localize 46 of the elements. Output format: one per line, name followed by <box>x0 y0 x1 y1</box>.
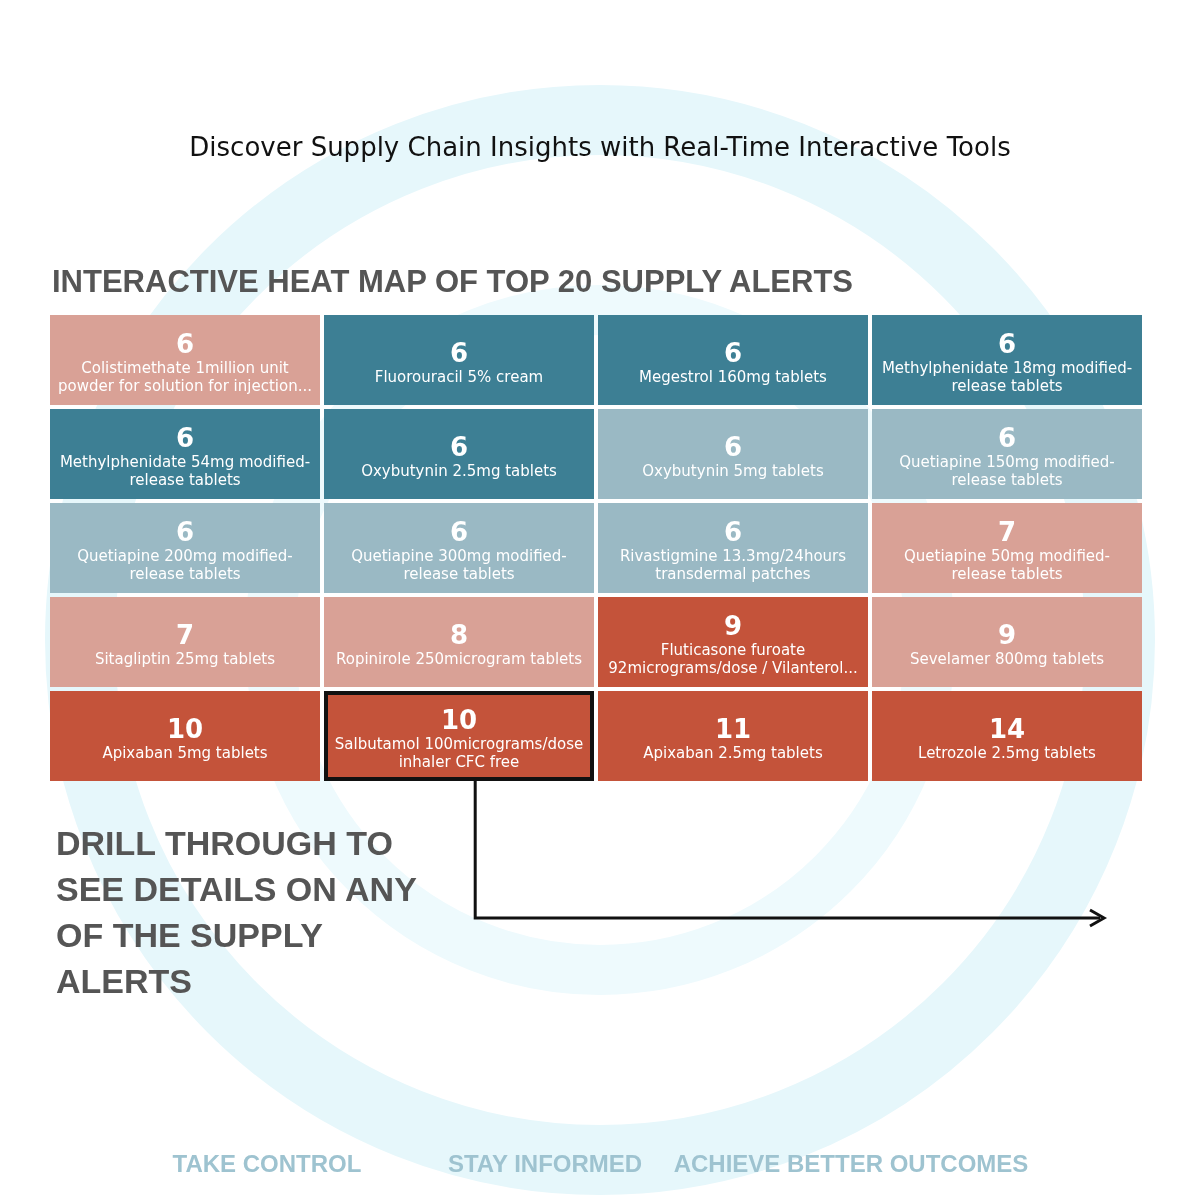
category-label: Salbutamol 100micrograms/dose inhaler CFC free <box>334 735 584 771</box>
data-label: 7 <box>175 620 195 650</box>
data-label: 6 <box>449 517 469 547</box>
text: DRILL THROUGH TO SEE DETAILS ON ANY OF THE SUPPLY ALERTS <box>56 824 418 1000</box>
data-label: 6 <box>723 517 743 547</box>
category-label: Sitagliptin 25mg tablets <box>94 650 276 668</box>
text: INTERACTIVE HEAT MAP OF TOP 20 SUPPLY ALERTS <box>52 264 853 299</box>
data-label: 6 <box>723 432 743 462</box>
data-label: 9 <box>997 620 1017 650</box>
data-label: 8 <box>449 620 469 650</box>
data-label: 6 <box>175 329 195 359</box>
category-label: Oxybutynin 5mg tablets <box>642 462 824 480</box>
category-label: Methylphenidate 54mg modified-release tablets <box>59 453 311 489</box>
category-label: Ropinirole 250microgram tablets <box>335 650 583 668</box>
category-label: Oxybutynin 2.5mg tablets <box>361 462 558 480</box>
category-label: Sevelamer 800mg tablets <box>909 650 1105 668</box>
category-label: Fluorouracil 5% cream <box>374 368 544 386</box>
data-label: 10 <box>440 705 478 735</box>
category-label: Quetiapine 50mg modified-release tablets <box>903 547 1111 583</box>
category-label: Methylphenidate 18mg modified-release tablets <box>881 359 1133 395</box>
text: ACHIEVE BETTER OUTCOMES <box>673 1150 1029 1177</box>
data-label: 10 <box>166 714 204 744</box>
data-label: 6 <box>997 423 1017 453</box>
text: TAKE CONTROL <box>172 1150 362 1177</box>
data-label: 6 <box>723 338 743 368</box>
data-label: 14 <box>988 714 1026 744</box>
data-label: 6 <box>449 432 469 462</box>
data-label: 7 <box>997 517 1017 547</box>
data-label: 6 <box>449 338 469 368</box>
category-label: Megestrol 160mg tablets <box>639 368 828 386</box>
category-label: Fluticasone furoate 92micrograms/dose / Vilanterol... <box>608 641 858 677</box>
category-label: Quetiapine 300mg modified-release tablets <box>351 547 567 583</box>
text: STAY INFORMED <box>447 1150 643 1177</box>
category-label: Letrozole 2.5mg tablets <box>918 744 1097 762</box>
category-label: Colistimethate 1million unit powder for solution for injection... <box>58 359 312 395</box>
text: Discover Supply Chain Insights with Real-Time Interactive Tools <box>189 132 1011 162</box>
category-label: Apixaban 2.5mg tablets <box>643 744 823 762</box>
category-label: Quetiapine 200mg modified-release tablets <box>77 547 293 583</box>
category-label: Quetiapine 150mg modified-release tablets <box>899 453 1115 489</box>
data-label: 6 <box>997 329 1017 359</box>
category-label: Rivastigmine 13.3mg/24hours transdermal patches <box>619 547 847 583</box>
data-label: 11 <box>714 714 752 744</box>
data-label: 6 <box>175 423 195 453</box>
data-label: 6 <box>175 517 195 547</box>
category-label: Apixaban 5mg tablets <box>102 744 268 762</box>
data-label: 9 <box>723 611 743 641</box>
